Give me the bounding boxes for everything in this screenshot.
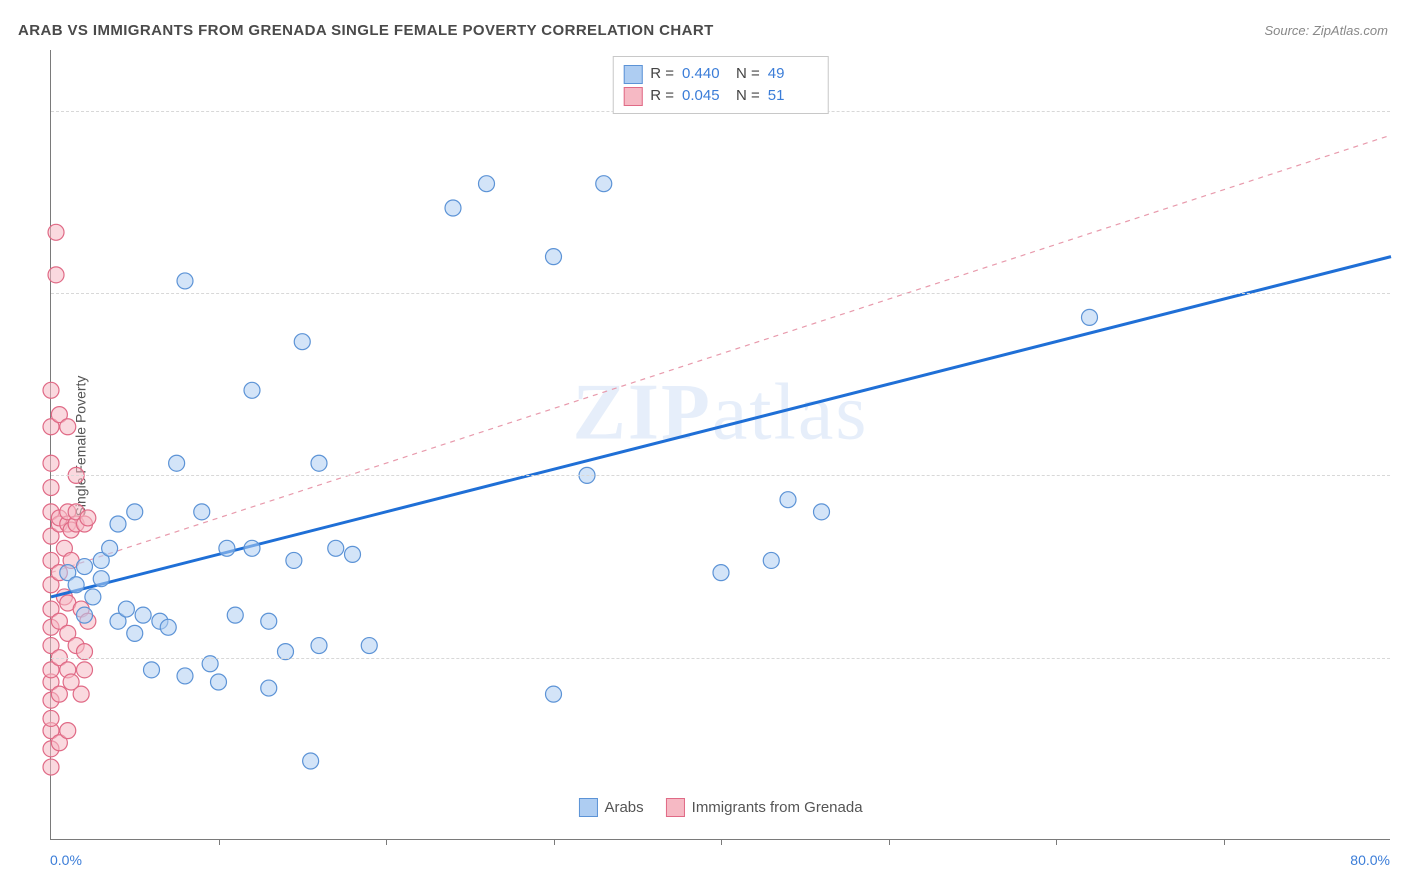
data-point	[261, 613, 277, 629]
data-point	[361, 638, 377, 654]
data-point	[227, 607, 243, 623]
data-point	[311, 638, 327, 654]
data-point	[48, 224, 64, 240]
data-point	[814, 504, 830, 520]
n-value-grenada: 51	[768, 85, 814, 107]
r-label: R =	[650, 63, 674, 85]
data-point	[77, 607, 93, 623]
x-tick	[1056, 839, 1057, 845]
n-label: N =	[736, 85, 760, 107]
data-point	[77, 662, 93, 678]
chart-title: ARAB VS IMMIGRANTS FROM GRENADA SINGLE F…	[18, 22, 714, 39]
y-tick-label: 60.0%	[1395, 103, 1406, 119]
x-axis-max-label: 80.0%	[1350, 852, 1390, 868]
data-point	[303, 753, 319, 769]
source-name: ZipAtlas.com	[1313, 23, 1388, 38]
data-point	[43, 710, 59, 726]
data-point	[127, 625, 143, 641]
legend-label-arabs: Arabs	[604, 799, 643, 816]
data-point	[77, 559, 93, 575]
data-point	[118, 601, 134, 617]
data-point	[51, 686, 67, 702]
data-point	[169, 455, 185, 471]
data-point	[286, 552, 302, 568]
data-point	[135, 607, 151, 623]
data-point	[244, 382, 260, 398]
data-point	[219, 540, 235, 556]
legend-row-grenada: R = 0.045 N = 51	[623, 85, 814, 107]
swatch-arabs-bottom	[578, 798, 597, 817]
data-point	[479, 176, 495, 192]
gridline-h	[51, 293, 1390, 294]
data-point	[127, 504, 143, 520]
data-point	[80, 510, 96, 526]
data-point	[294, 334, 310, 350]
data-point	[177, 668, 193, 684]
y-tick-label: 15.0%	[1395, 650, 1406, 666]
data-point	[780, 492, 796, 508]
swatch-grenada	[623, 87, 642, 106]
series-legend: Arabs Immigrants from Grenada	[578, 798, 862, 817]
x-axis-min-label: 0.0%	[50, 852, 82, 868]
data-point	[60, 419, 76, 435]
legend-item-grenada: Immigrants from Grenada	[666, 798, 863, 817]
data-point	[85, 589, 101, 605]
plot-svg	[51, 50, 1390, 839]
data-point	[73, 686, 89, 702]
data-point	[311, 455, 327, 471]
data-point	[43, 759, 59, 775]
x-tick	[889, 839, 890, 845]
gridline-h	[51, 658, 1390, 659]
x-tick	[1224, 839, 1225, 845]
data-point	[43, 382, 59, 398]
data-point	[261, 680, 277, 696]
n-value-arabs: 49	[768, 63, 814, 85]
data-point	[713, 565, 729, 581]
chart-header: ARAB VS IMMIGRANTS FROM GRENADA SINGLE F…	[18, 22, 1388, 39]
data-point	[763, 552, 779, 568]
r-label: R =	[650, 85, 674, 107]
data-point	[445, 200, 461, 216]
data-point	[211, 674, 227, 690]
swatch-arabs	[623, 65, 642, 84]
data-point	[194, 504, 210, 520]
legend-item-arabs: Arabs	[578, 798, 643, 817]
x-tick	[219, 839, 220, 845]
data-point	[102, 540, 118, 556]
data-point	[144, 662, 160, 678]
r-value-arabs: 0.440	[682, 63, 728, 85]
y-tick-label: 30.0%	[1395, 467, 1406, 483]
legend-label-grenada: Immigrants from Grenada	[692, 799, 863, 816]
data-point	[68, 577, 84, 593]
data-point	[1082, 309, 1098, 325]
x-tick	[554, 839, 555, 845]
data-point	[60, 723, 76, 739]
data-point	[244, 540, 260, 556]
data-point	[43, 480, 59, 496]
correlation-legend: R = 0.440 N = 49 R = 0.045 N = 51	[612, 56, 829, 114]
source-attribution: Source: ZipAtlas.com	[1264, 23, 1388, 38]
data-point	[93, 571, 109, 587]
x-tick	[386, 839, 387, 845]
data-point	[177, 273, 193, 289]
source-prefix: Source:	[1264, 23, 1312, 38]
scatter-chart: ZIPatlas R = 0.440 N = 49 R = 0.045 N = …	[50, 50, 1390, 840]
x-tick	[721, 839, 722, 845]
data-point	[110, 516, 126, 532]
trend-line	[51, 135, 1391, 573]
data-point	[328, 540, 344, 556]
data-point	[48, 267, 64, 283]
data-point	[160, 619, 176, 635]
y-tick-label: 45.0%	[1395, 285, 1406, 301]
data-point	[43, 455, 59, 471]
data-point	[546, 249, 562, 265]
r-value-grenada: 0.045	[682, 85, 728, 107]
n-label: N =	[736, 63, 760, 85]
gridline-h	[51, 475, 1390, 476]
swatch-grenada-bottom	[666, 798, 685, 817]
legend-row-arabs: R = 0.440 N = 49	[623, 63, 814, 85]
data-point	[596, 176, 612, 192]
data-point	[345, 546, 361, 562]
data-point	[546, 686, 562, 702]
